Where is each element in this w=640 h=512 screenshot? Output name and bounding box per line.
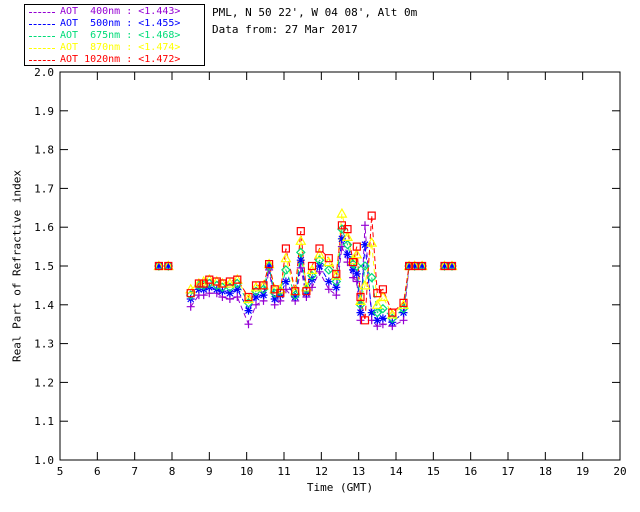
legend-entry: AOT 870nm : <1.474> [29, 42, 204, 54]
x-tick-label: 14 [389, 465, 403, 478]
x-tick-label: 20 [613, 465, 626, 478]
legend-label: AOT 400nm : <1.443> [60, 6, 181, 17]
x-tick-label: 12 [315, 465, 328, 478]
x-tick-label: 17 [501, 465, 514, 478]
y-tick-label: 1.4 [34, 299, 54, 312]
x-tick-label: 11 [277, 465, 290, 478]
legend-label: AOT 500nm : <1.455> [60, 18, 181, 29]
y-tick-label: 1.8 [34, 144, 54, 157]
station-location-text: PML, N 50 22', W 04 08', Alt 0m [212, 6, 418, 19]
legend-entry: AOT 500nm : <1.455> [29, 18, 204, 30]
legend-line-sample [29, 59, 55, 61]
legend-label: AOT 675nm : <1.468> [60, 30, 181, 41]
y-tick-label: 1.6 [34, 221, 54, 234]
data-date-text: Data from: 27 Mar 2017 [212, 23, 358, 36]
y-tick-label: 1.5 [34, 260, 54, 273]
x-tick-label: 6 [94, 465, 101, 478]
x-axis-title: Time (GMT) [306, 481, 374, 494]
series-markers-aot-675nm [154, 224, 457, 324]
x-tick-label: 13 [352, 465, 365, 478]
x-tick-label: 18 [539, 465, 552, 478]
x-tick-label: 8 [169, 465, 176, 478]
y-tick-label: 1.2 [34, 376, 54, 389]
x-tick-label: 15 [427, 465, 440, 478]
y-tick-label: 1.1 [34, 415, 54, 428]
legend-entry: AOT 1020nm : <1.472> [29, 54, 204, 66]
legend-label: AOT 1020nm : <1.472> [60, 54, 181, 65]
legend-entry: AOT 400nm : <1.443> [29, 6, 204, 18]
series-line-aot-1020nm [158, 215, 452, 321]
legend-label: AOT 870nm : <1.474> [60, 42, 181, 53]
x-tick-label: 10 [240, 465, 253, 478]
x-tick-label: 19 [576, 465, 589, 478]
x-tick-label: 16 [464, 465, 477, 478]
legend-line-sample [29, 35, 55, 37]
legend-line-sample [29, 47, 55, 49]
y-tick-label: 2.0 [34, 66, 54, 79]
x-tick-label: 9 [206, 465, 213, 478]
x-tick-label: 5 [57, 465, 64, 478]
x-tick-label: 7 [131, 465, 138, 478]
y-tick-label: 1.3 [34, 338, 54, 351]
chart-legend: AOT 400nm : <1.443> AOT 500nm : <1.455> AO… [24, 4, 205, 66]
y-axis-title: Real Part of Refractive index [10, 169, 24, 363]
legend-entry: AOT 675nm : <1.468> [29, 30, 204, 42]
y-tick-label: 1.9 [34, 105, 54, 118]
legend-line-sample [29, 11, 55, 13]
legend-line-sample [29, 23, 55, 25]
series-markers-aot-1020nm [154, 211, 457, 325]
y-tick-label: 1.7 [34, 182, 54, 195]
y-tick-label: 1.0 [34, 454, 54, 467]
